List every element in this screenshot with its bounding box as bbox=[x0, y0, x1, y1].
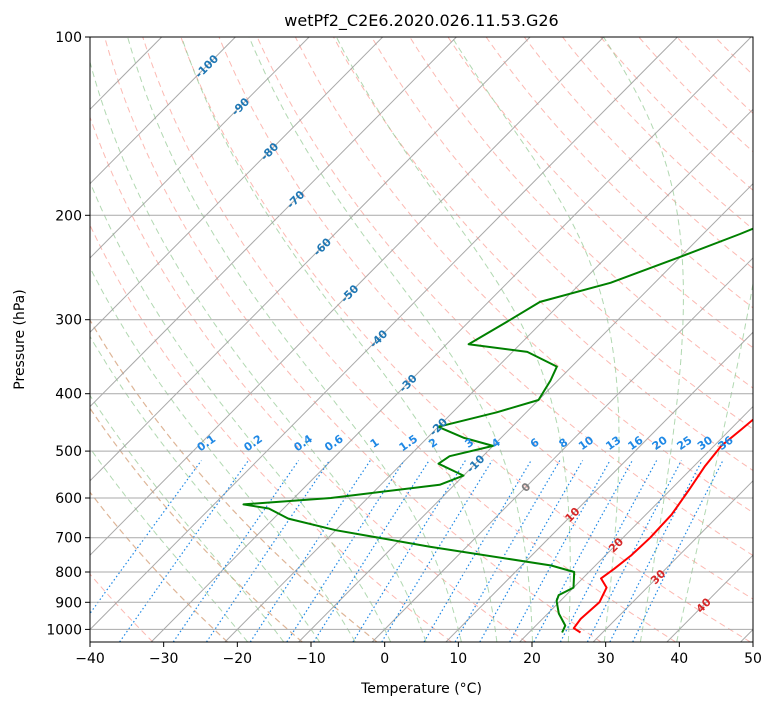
x-tick-label: 0 bbox=[380, 651, 389, 667]
x-tick-label: 40 bbox=[670, 651, 688, 667]
y-tick-label: 1000 bbox=[46, 622, 82, 638]
y-tick-label: 400 bbox=[55, 387, 82, 403]
y-tick-label: 500 bbox=[55, 444, 82, 460]
y-tick-label: 800 bbox=[55, 565, 82, 581]
chart-title: wetPf2_C2E6.2020.026.11.53.G26 bbox=[284, 11, 558, 31]
x-tick-label: −40 bbox=[75, 651, 105, 667]
x-tick-label: −20 bbox=[223, 651, 253, 667]
y-axis-label: Pressure (hPa) bbox=[12, 289, 28, 389]
x-tick-label: 20 bbox=[523, 651, 541, 667]
x-axis-label: Temperature (°C) bbox=[360, 681, 482, 697]
y-tick-label: 200 bbox=[55, 208, 82, 224]
x-tick-label: 10 bbox=[449, 651, 467, 667]
y-tick-label: 600 bbox=[55, 491, 82, 507]
y-tick-label: 300 bbox=[55, 313, 82, 329]
y-tick-label: 700 bbox=[55, 531, 82, 547]
y-tick-label: 100 bbox=[55, 30, 82, 46]
x-tick-label: 30 bbox=[597, 651, 615, 667]
x-tick-label: −10 bbox=[296, 651, 326, 667]
y-tick-label: 900 bbox=[55, 595, 82, 611]
x-tick-label: 50 bbox=[744, 651, 762, 667]
x-tick-label: −30 bbox=[149, 651, 179, 667]
